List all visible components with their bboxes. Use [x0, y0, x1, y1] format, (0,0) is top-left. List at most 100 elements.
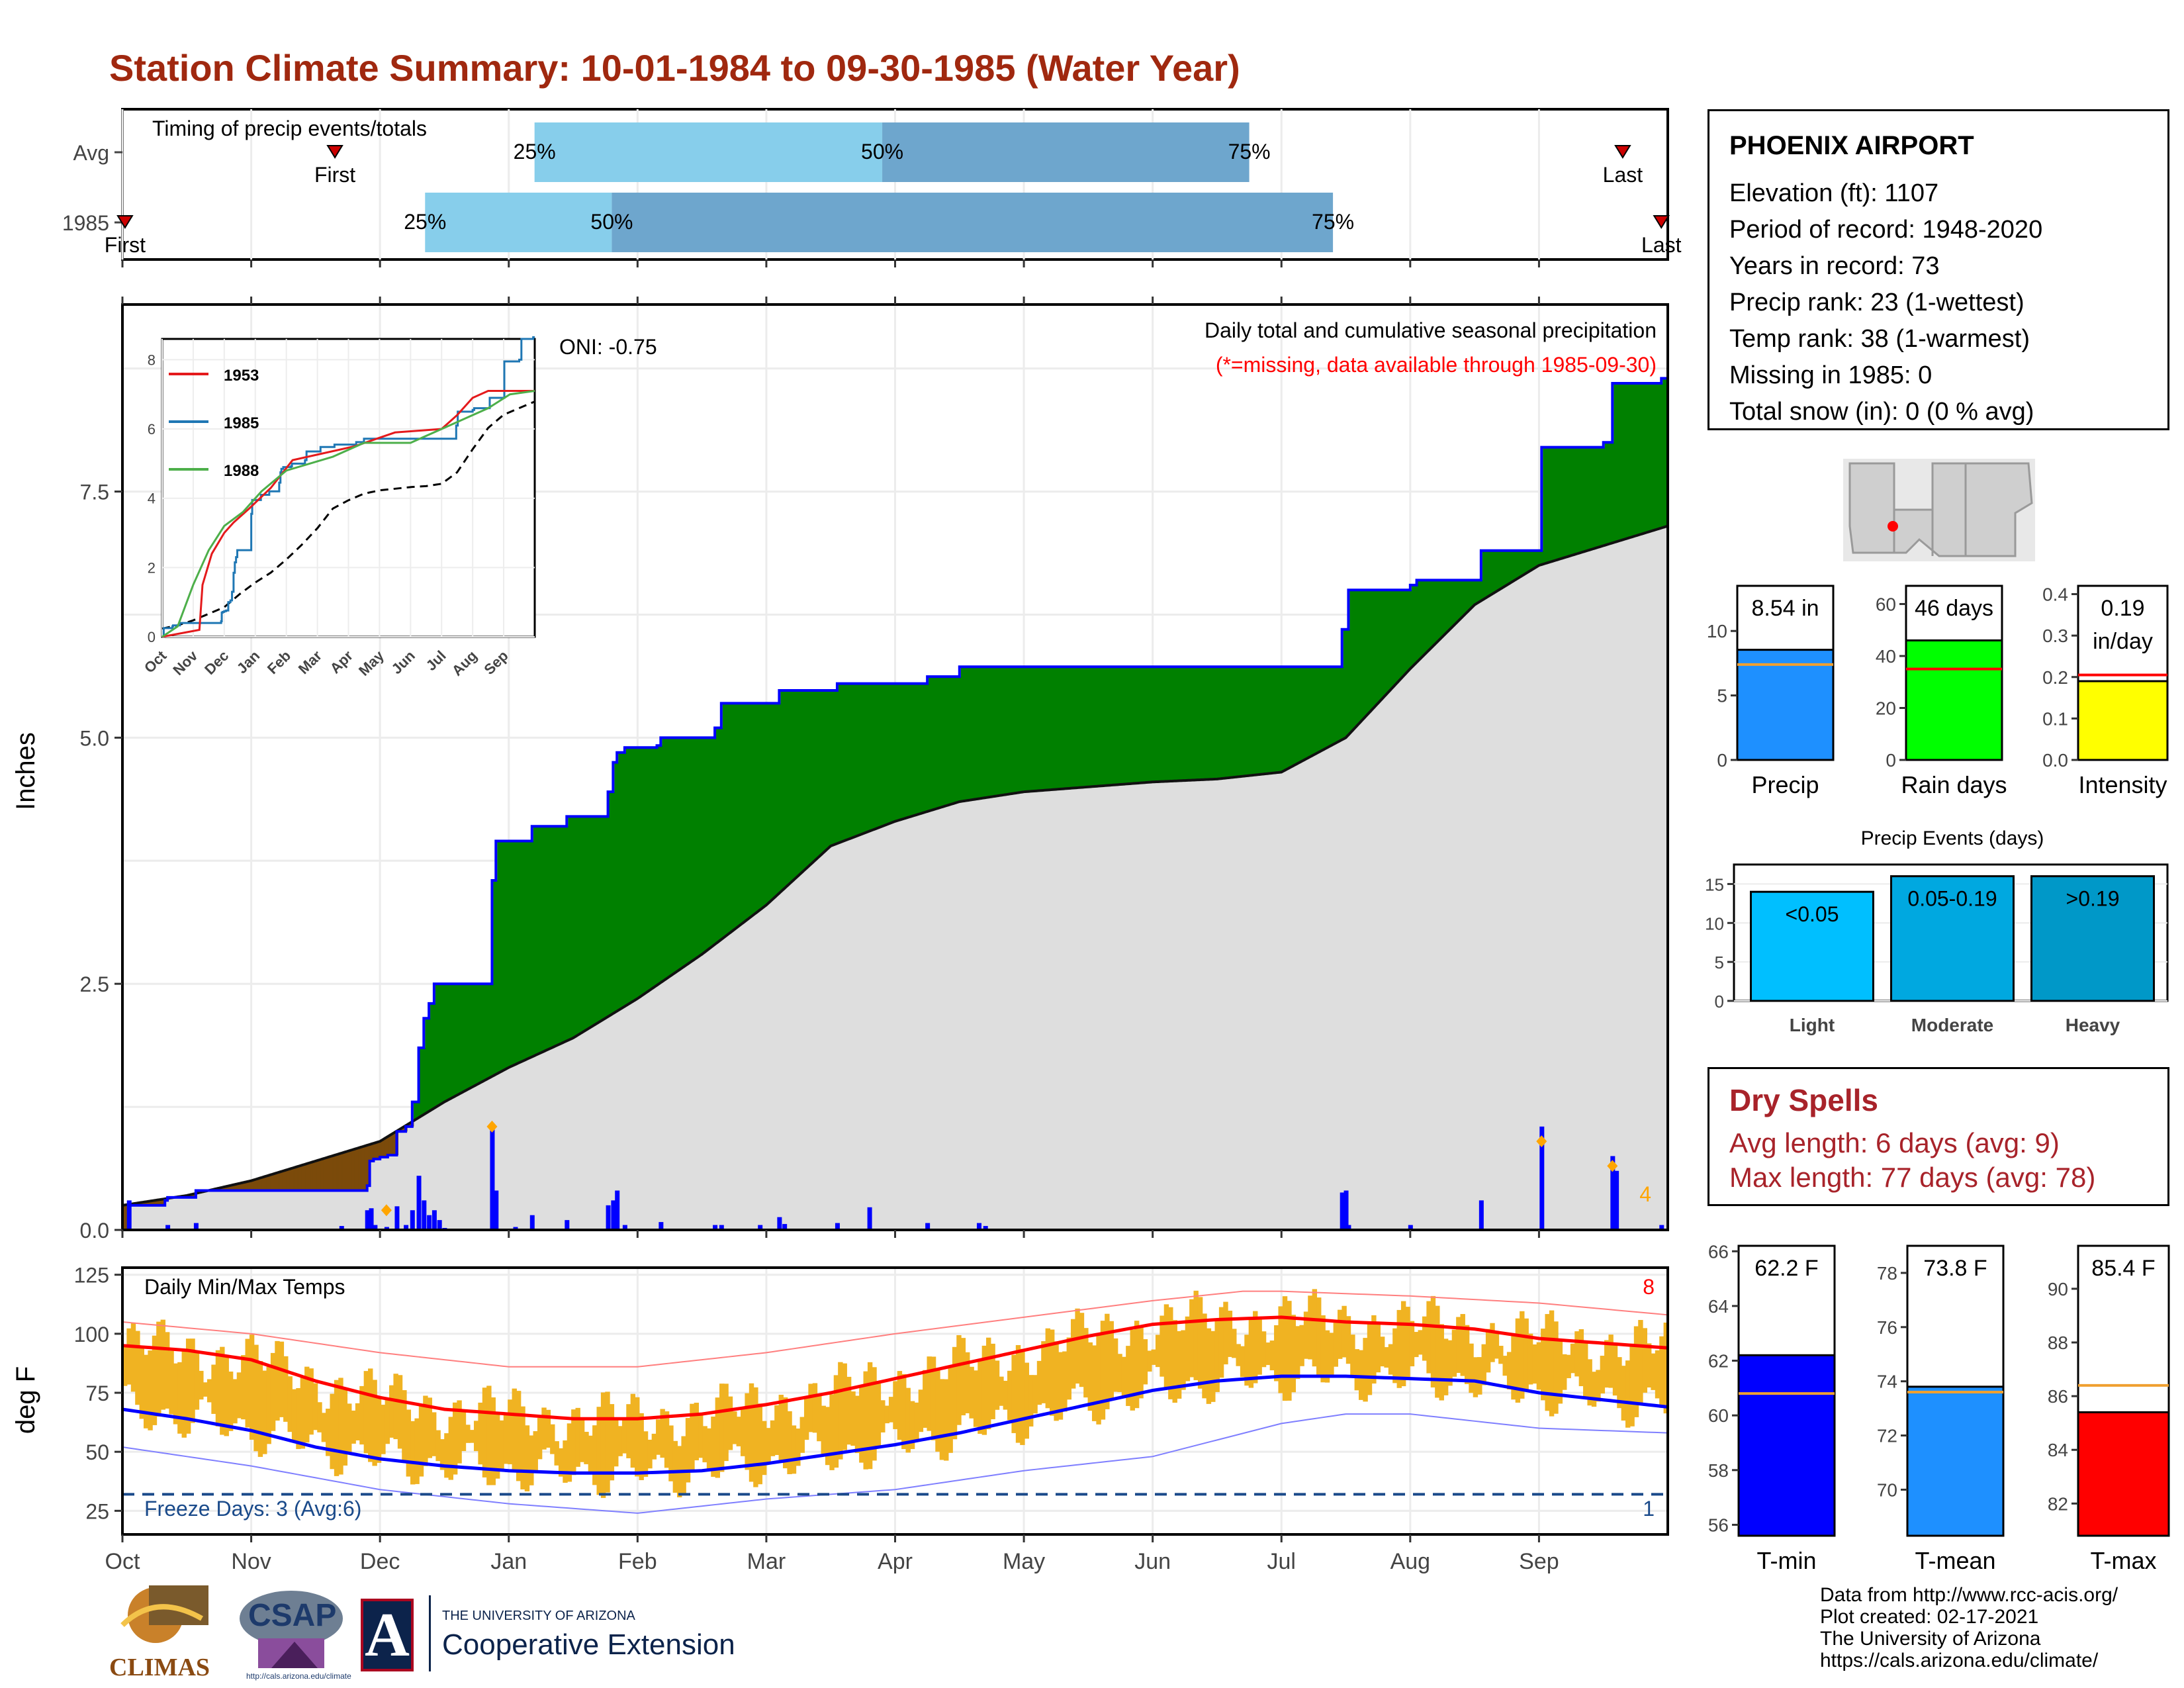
precip-anomaly-slice	[1096, 667, 1098, 786]
precip-anomaly-slice	[1227, 667, 1230, 778]
temps-daily-bar	[376, 1395, 382, 1463]
precip-anomaly-slice	[1406, 590, 1408, 673]
precip-anomaly-slice	[1630, 383, 1633, 538]
temps-daily-bar	[1549, 1310, 1555, 1417]
precip-anomaly-slice	[1025, 667, 1027, 792]
precip-anomaly-slice	[152, 1200, 154, 1205]
temps-daily-bar	[1350, 1335, 1355, 1377]
precip-anomaly-slice	[1129, 667, 1132, 784]
temps-daily-bar	[1451, 1329, 1457, 1377]
ua-block-a-icon: A	[361, 1599, 414, 1678]
timing-marker-icon	[116, 215, 134, 229]
precip-anomaly-slice	[1047, 667, 1049, 790]
precip-anomaly-slice	[1268, 667, 1271, 774]
temps-daily-bar	[808, 1383, 813, 1432]
precip-anomaly-slice	[1134, 667, 1136, 784]
precip-anomaly-slice	[1214, 667, 1216, 780]
precip-anomaly-slice	[820, 690, 823, 856]
dry-spells-avg: Avg length: 6 days (avg: 9)	[1729, 1127, 2060, 1158]
precip-anomaly-slice	[246, 1182, 248, 1191]
precip-anomaly-slice	[455, 984, 457, 1097]
precip-anomaly-slice	[942, 677, 945, 807]
precip-anomaly-slice	[1657, 383, 1659, 530]
temps-daily-bar	[1282, 1296, 1288, 1401]
precip-anomaly-slice	[457, 984, 459, 1096]
precip-anomaly-slice	[336, 1154, 338, 1191]
precip-anomaly-slice	[958, 677, 960, 802]
precip-anomaly-slice	[1382, 590, 1384, 700]
temps-daily-bar	[888, 1397, 894, 1423]
precip-anomaly-slice	[1308, 667, 1310, 758]
precip-daily-bar	[777, 1217, 782, 1230]
precip-anomaly-slice	[557, 826, 560, 1045]
temps-daily-bar	[478, 1402, 483, 1465]
precip-anomaly-slice	[704, 737, 707, 953]
precip-anomaly-slice	[823, 690, 825, 853]
temps-daily-bar	[1604, 1340, 1610, 1388]
precip-anomaly-slice	[498, 841, 500, 1073]
temps-xtick-label: Jul	[1267, 1549, 1296, 1574]
precip-anomaly-slice	[668, 737, 670, 978]
precip-daily-bar	[976, 1223, 981, 1230]
precip-anomaly-slice	[1369, 590, 1371, 713]
precip-anomaly-slice	[259, 1178, 261, 1191]
precip-anomaly-slice	[1182, 667, 1184, 781]
precip-anomaly-slice	[758, 703, 760, 912]
temps-daily-bar	[1663, 1322, 1668, 1414]
precip-anomaly-slice	[1559, 447, 1562, 559]
precip-anomaly-slice	[645, 747, 647, 994]
temps-daily-bar	[796, 1429, 801, 1466]
temps-ytick-label: 125	[74, 1264, 109, 1288]
precip-anomaly-slice	[723, 703, 726, 938]
events-title: Precip Events (days)	[1861, 827, 2044, 849]
precip-anomaly-slice	[1205, 667, 1207, 780]
precip-anomaly-slice	[1203, 667, 1205, 780]
temps-daily-bar	[1494, 1331, 1500, 1359]
precip-anomaly-slice	[729, 703, 731, 934]
precip-daily-bar	[384, 1227, 389, 1230]
precip-anomaly-slice	[910, 683, 913, 817]
precip-anomaly-slice	[864, 683, 866, 833]
precip-extreme-marker	[381, 1204, 392, 1217]
temps-ytick-label: 75	[85, 1382, 109, 1405]
precip-anomaly-slice	[862, 683, 865, 834]
temps-daily-bar	[469, 1430, 475, 1443]
temps-daily-bar	[563, 1440, 568, 1483]
precip-anomaly-slice	[1356, 590, 1358, 727]
temps-daily-bar	[1629, 1343, 1635, 1427]
precip-anomaly-slice	[1293, 667, 1295, 767]
temps-daily-bar	[838, 1362, 843, 1460]
precip-anomaly-slice	[1447, 580, 1449, 632]
precip-anomaly-slice	[1160, 667, 1162, 782]
precip-anomaly-slice	[343, 1152, 346, 1191]
precip-anomaly-slice	[340, 1153, 342, 1191]
precip-anomaly-slice	[338, 1154, 341, 1191]
precip-anomaly-slice	[1586, 447, 1588, 551]
temps-title: Daily Min/Max Temps	[144, 1275, 345, 1299]
temps-daily-bar	[1083, 1328, 1089, 1398]
temps-daily-bar	[605, 1391, 610, 1493]
precip-anomaly-slice	[1261, 667, 1263, 774]
small-bar	[1906, 1385, 2005, 1537]
temps-daily-bar	[444, 1433, 449, 1478]
temps-daily-bar	[190, 1338, 195, 1423]
precip-anomaly-slice	[911, 683, 914, 817]
precip-anomaly-slice	[1241, 667, 1244, 776]
dry-spells-max: Max length: 77 days (avg: 78)	[1729, 1162, 2096, 1193]
temps-daily-bar	[1168, 1307, 1173, 1399]
temps-daily-bar	[397, 1375, 403, 1449]
precip-anomaly-slice	[1114, 667, 1116, 785]
precip-anomaly-slice	[1120, 667, 1122, 785]
temps-daily-bar	[863, 1371, 868, 1470]
precip-anomaly-slice	[621, 752, 624, 1008]
precip-anomaly-slice	[1128, 667, 1130, 784]
temps-avg-max-line	[122, 1315, 1668, 1421]
precip-anomaly-slice	[230, 1185, 232, 1191]
precip-anomaly-slice	[264, 1176, 266, 1191]
precip-anomaly-slice	[453, 984, 455, 1098]
precip-anomaly-slice	[1189, 667, 1191, 780]
precip-anomaly-slice	[159, 1199, 161, 1205]
precip-anomaly-slice	[489, 984, 492, 1078]
precip-anomaly-slice	[602, 816, 605, 1020]
precip-anomaly-slice	[1401, 590, 1403, 679]
